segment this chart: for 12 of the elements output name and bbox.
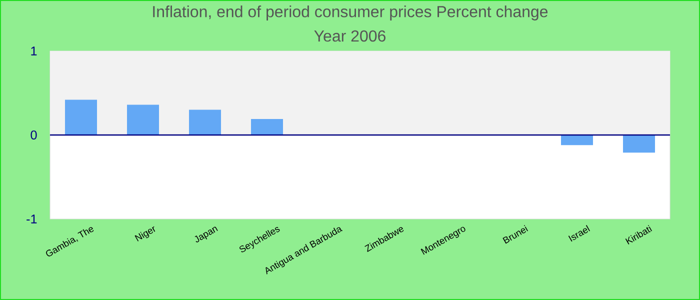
chart-subtitle: Year 2006 <box>314 30 386 42</box>
bar <box>251 119 283 135</box>
bar <box>561 135 593 146</box>
x-tick-label: Niger <box>134 226 156 242</box>
chart-title: Inflation, end of period consumer prices Percent change <box>153 6 548 20</box>
bar <box>65 100 98 135</box>
bar <box>127 104 159 135</box>
y-tick-label: 1 <box>31 46 37 56</box>
bar <box>623 135 656 153</box>
y-tick-label: -1 <box>26 214 37 224</box>
bar <box>189 110 221 135</box>
y-tick-label: 0 <box>30 130 37 140</box>
